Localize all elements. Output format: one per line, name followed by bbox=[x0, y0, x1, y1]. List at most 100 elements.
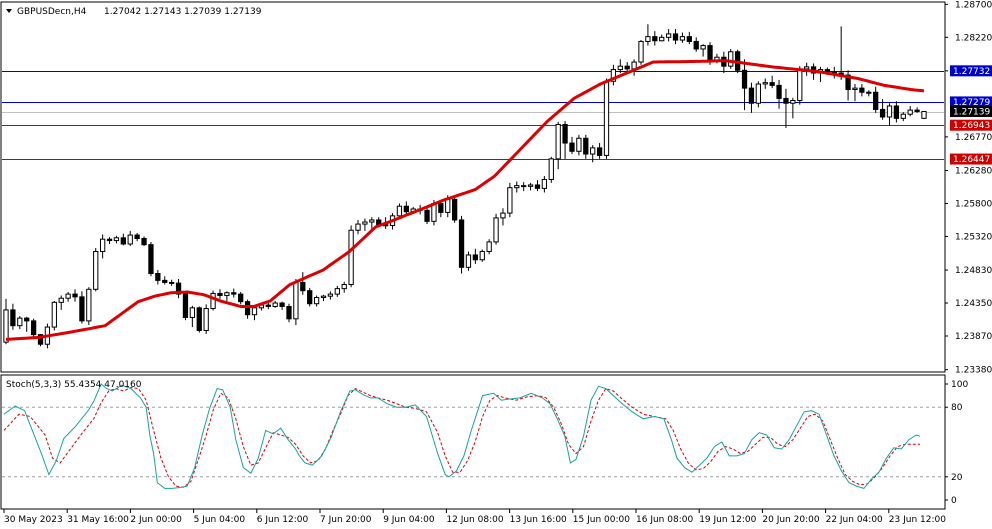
candle-body bbox=[617, 65, 623, 71]
candle-body bbox=[93, 251, 99, 290]
candle-body bbox=[493, 217, 499, 243]
candle-body bbox=[804, 66, 810, 70]
candle-body bbox=[769, 82, 775, 86]
candle-body bbox=[852, 87, 858, 91]
candle-body bbox=[341, 283, 347, 290]
candle-body bbox=[859, 87, 865, 93]
moving-average bbox=[5, 59, 925, 341]
main-plot-frame bbox=[0, 1, 946, 373]
price-tag bbox=[950, 65, 992, 77]
candle-body bbox=[72, 293, 78, 298]
time-tick-label: 20 Jun 20:00 bbox=[762, 515, 819, 525]
candle-body bbox=[162, 279, 168, 283]
candle-body bbox=[224, 292, 230, 296]
candle-body bbox=[182, 293, 189, 318]
candle-body bbox=[693, 40, 699, 50]
candle-body bbox=[479, 251, 485, 261]
candle-body bbox=[175, 282, 182, 295]
candle-body bbox=[707, 45, 713, 62]
time-tick-label: 31 May 16:00 bbox=[67, 515, 129, 525]
symbol-label: GBPUSDecn,H4 bbox=[17, 7, 87, 17]
candle-body bbox=[728, 51, 734, 67]
candle-body bbox=[313, 297, 320, 305]
time-tick-label: 16 Jun 08:00 bbox=[636, 515, 693, 525]
candle-body bbox=[610, 69, 617, 82]
time-tick-label: 13 Jun 16:00 bbox=[510, 515, 567, 525]
stoch-signal-line bbox=[3, 386, 920, 488]
candle-body bbox=[362, 221, 368, 225]
candle-body bbox=[320, 295, 327, 299]
candle-body bbox=[879, 108, 886, 118]
candle-body bbox=[845, 74, 851, 91]
time-tick-label: 15 Jun 00:00 bbox=[573, 515, 630, 525]
price-tick-label: 1.25800 bbox=[955, 199, 992, 209]
candle-body bbox=[741, 69, 748, 89]
ohlc-values: 1.27042 1.27143 1.27039 1.27139 bbox=[104, 7, 262, 17]
candle-body bbox=[790, 99, 796, 104]
candle-body bbox=[307, 290, 313, 305]
candle-body bbox=[445, 198, 451, 213]
candle-body bbox=[30, 320, 37, 336]
candle-body bbox=[886, 105, 893, 118]
candle-body bbox=[596, 147, 603, 156]
time-tick-label: 7 Jun 20:00 bbox=[320, 515, 372, 525]
candle-body bbox=[686, 36, 692, 42]
candle-body bbox=[672, 33, 679, 41]
candle-body bbox=[514, 185, 520, 189]
candle-body bbox=[403, 205, 409, 213]
price-tick-label: 1.28220 bbox=[955, 33, 992, 43]
stoch-main-line bbox=[3, 383, 921, 489]
candle-body bbox=[189, 307, 196, 318]
candle-body bbox=[203, 308, 209, 331]
candle-body bbox=[452, 198, 458, 221]
candle-body bbox=[231, 292, 237, 295]
time-tick-label: 19 Jun 12:00 bbox=[699, 515, 756, 525]
candle-body bbox=[113, 237, 120, 242]
candle-body bbox=[914, 109, 920, 112]
candle-body bbox=[10, 309, 16, 327]
candle-body bbox=[465, 254, 472, 268]
candle-body bbox=[873, 91, 879, 110]
candle-body bbox=[169, 281, 175, 284]
candle-body bbox=[424, 209, 430, 222]
candle-body bbox=[251, 307, 258, 316]
candle-body bbox=[51, 301, 57, 328]
candle-body bbox=[783, 97, 789, 104]
candle-body bbox=[438, 202, 444, 213]
candle-body bbox=[569, 142, 575, 152]
candle-body bbox=[907, 109, 913, 115]
candle-body bbox=[134, 234, 140, 239]
candle-body bbox=[99, 238, 106, 253]
price-tick-label: 1.24350 bbox=[955, 299, 992, 309]
collapse-triangle-icon[interactable] bbox=[6, 9, 12, 13]
candle-body bbox=[521, 185, 527, 188]
candle-body bbox=[700, 45, 706, 50]
price-tag bbox=[950, 106, 992, 118]
candle-body bbox=[155, 273, 161, 281]
candle-body bbox=[127, 234, 133, 245]
price-tag-label: 1.26943 bbox=[953, 121, 990, 131]
candle-body bbox=[293, 281, 299, 320]
time-tick-label: 12 Jun 08:00 bbox=[446, 515, 503, 525]
candle-body bbox=[893, 105, 900, 119]
candle-body bbox=[334, 288, 340, 295]
candle-body bbox=[238, 293, 244, 303]
candle-body bbox=[548, 158, 554, 180]
candle-body bbox=[472, 254, 478, 261]
time-tick-label: 23 Jun 12:00 bbox=[889, 515, 946, 525]
candle-body bbox=[265, 304, 271, 307]
candle-body bbox=[141, 237, 147, 246]
candle-body bbox=[86, 288, 92, 322]
candle-body bbox=[24, 317, 30, 322]
candle-body bbox=[762, 82, 768, 85]
candle-body bbox=[652, 36, 658, 42]
candle-body bbox=[210, 292, 216, 310]
candle-body bbox=[755, 83, 761, 104]
candle-body bbox=[583, 137, 589, 155]
time-tick-label: 2 Jun 00:00 bbox=[130, 515, 182, 525]
price-tag-label: 1.26447 bbox=[953, 155, 990, 165]
candle-body bbox=[527, 184, 534, 187]
candle-body bbox=[58, 297, 64, 303]
